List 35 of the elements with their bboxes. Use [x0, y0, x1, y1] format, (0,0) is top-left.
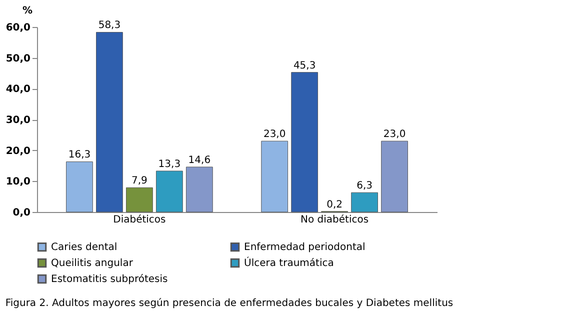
- bar: [186, 166, 213, 212]
- bar: [381, 140, 408, 212]
- bar: [126, 187, 153, 212]
- x-tick-label: Diabéticos: [113, 214, 166, 226]
- y-tick-label: 40,0: [6, 84, 31, 96]
- bar: [291, 72, 318, 212]
- data-label: 7,9: [131, 176, 148, 187]
- legend-label: Úlcera traumática: [244, 256, 334, 269]
- legend-label: Enfermedad periodontal: [244, 242, 366, 254]
- legend-label: Estomatitis subprótesis: [51, 274, 168, 285]
- data-label: 23,0: [263, 129, 286, 140]
- y-axis-title: %: [22, 6, 33, 16]
- y-tick-label: 10,0: [6, 176, 31, 188]
- legend-label: Queilitis angular: [51, 258, 134, 269]
- bar: [351, 192, 378, 212]
- y-tick-label: 50,0: [6, 53, 31, 64]
- bar: [261, 140, 288, 212]
- y-tick-label: 0,0: [12, 208, 31, 218]
- bar: [96, 32, 123, 212]
- data-label: 16,3: [68, 150, 91, 161]
- data-label: 14,6: [188, 154, 211, 166]
- data-label: 0,2: [326, 199, 343, 210]
- legend-label: Caries dental: [51, 242, 118, 254]
- data-label: 13,3: [158, 158, 181, 170]
- data-label: 58,3: [98, 20, 121, 32]
- y-tick-label: 20,0: [6, 146, 31, 157]
- bar: [156, 170, 183, 212]
- x-tick-label: No diabéticos: [300, 214, 369, 226]
- y-tick-label: 30,0: [6, 115, 31, 126]
- data-label: 6,3: [356, 180, 372, 192]
- data-label: 23,0: [383, 129, 406, 140]
- text: Figura 2. Adultos mayores según presencia de enfermedades bucales y Diabetes mellitus: [5, 298, 454, 309]
- bar: [66, 161, 93, 212]
- data-label: 45,3: [293, 60, 316, 72]
- y-tick-label: 60,0: [6, 22, 31, 34]
